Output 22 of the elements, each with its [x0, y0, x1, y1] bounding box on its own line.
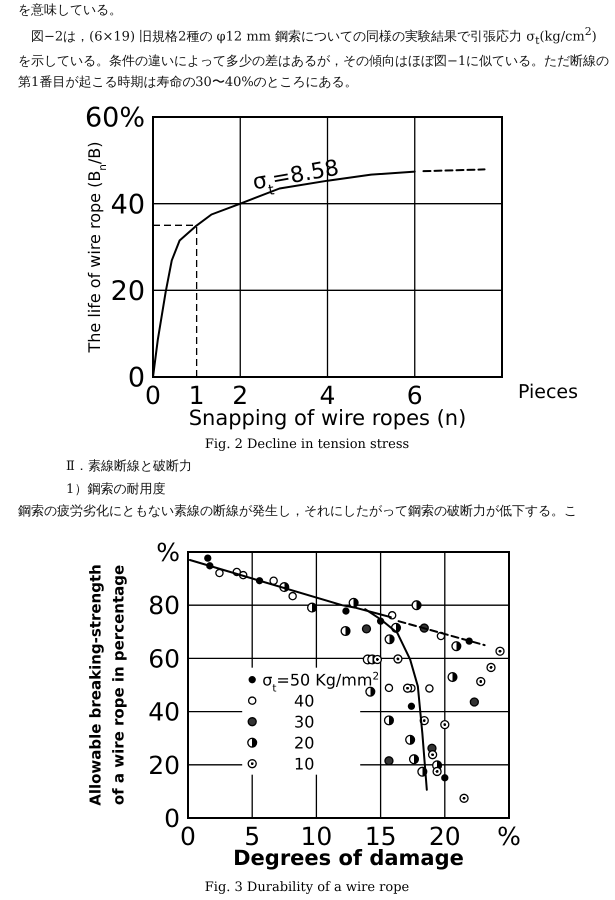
- legend-label: 20: [294, 734, 314, 753]
- y-tick-label: 60%: [84, 102, 145, 134]
- text: 図−2は，(6×19) 旧規格2種の φ12 mm 鋼索についての同様の実験結果で引張応力 σ$_{t}$(kg/cm$^{2}$) を示している。条件の違いによって多少の差はあるが，その傾向はほぼ図−1に似ている。ただ断線の第1番目が起こる時期は寿命の30〜40%のところにある。: [18, 24, 610, 92]
- y-tick-label: 40: [110, 189, 145, 220]
- text: を意味している。: [18, 2, 123, 20]
- y-tick-label: 20: [148, 750, 180, 780]
- x-tick-label: %: [497, 822, 521, 851]
- text: 1）鋼索の耐用度: [66, 481, 166, 499]
- y-tick-label: 40: [148, 698, 180, 727]
- text: Fig. 3 Durability of a wire rope: [204, 880, 410, 895]
- text: Ⅱ．素線断線と破断力: [66, 458, 193, 476]
- legend-label: 10: [294, 754, 314, 774]
- text: Fig. 2 Decline in tension stress: [204, 437, 410, 452]
- y-tick-label: %: [156, 538, 180, 567]
- legend-label: 30: [294, 712, 314, 732]
- y-axis-title: Allowable breaking-strength of a wire rope in percentage: [86, 564, 128, 806]
- y-tick-label: 80: [148, 591, 180, 620]
- y-tick-label: 0: [164, 804, 180, 833]
- y-tick-label: 20: [110, 276, 145, 308]
- text: Pieces: [518, 381, 578, 403]
- text: 鋼索の疲労劣化にともない素線の断線が発生し，それにしたがって鋼索の破断力が低下する。こ: [18, 503, 578, 521]
- y-tick-label: 60: [148, 644, 180, 674]
